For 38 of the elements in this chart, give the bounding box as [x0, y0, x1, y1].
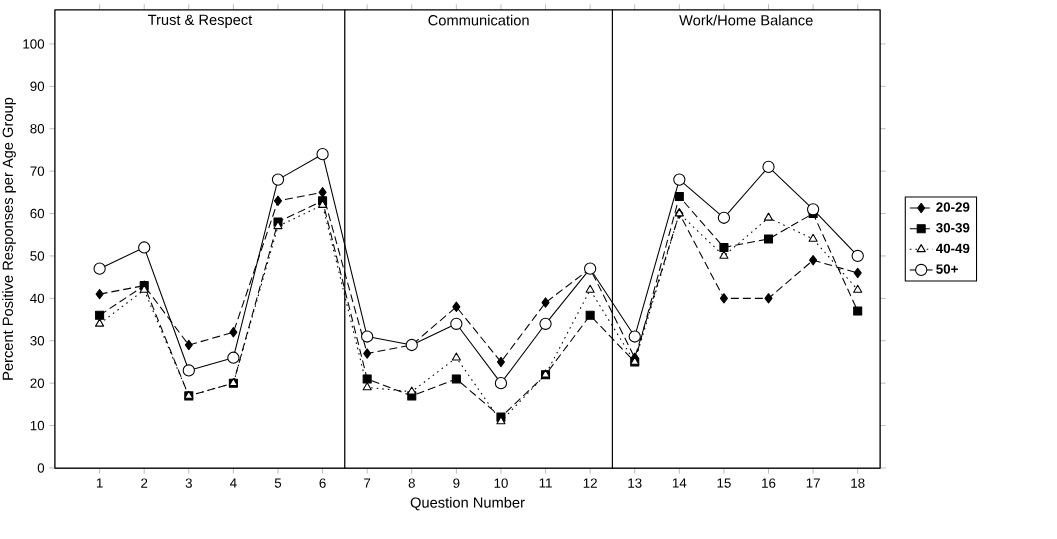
- x-tick-label: 14: [672, 478, 687, 488]
- legend-label: 30-39: [936, 223, 970, 233]
- x-tick-label: 4: [229, 478, 237, 488]
- x-tick-label: 15: [717, 478, 731, 488]
- band-label: Work/Home Balance: [679, 14, 813, 26]
- x-tick-label: 10: [494, 478, 508, 488]
- x-tick-label: 18: [851, 478, 865, 488]
- legend-label: 50+: [936, 264, 958, 274]
- x-tick-label: 7: [364, 478, 371, 488]
- x-tick-label: 12: [583, 478, 597, 488]
- legend-label: 40-49: [935, 243, 970, 254]
- x-tick-label: 1: [96, 478, 103, 488]
- y-tick-label: 10: [30, 420, 45, 431]
- y-tick-label: 20: [30, 378, 45, 388]
- y-tick-label: 0: [37, 463, 45, 473]
- x-tick-label: 5: [274, 478, 282, 488]
- y-tick-label: 40: [30, 293, 45, 304]
- x-tick-label: 9: [453, 478, 460, 488]
- x-tick-label: 16: [762, 478, 776, 488]
- x-tick-label: 6: [319, 478, 326, 488]
- legend-label: 20-29: [936, 202, 970, 212]
- y-tick-label: 100: [23, 39, 45, 49]
- x-tick-label: 3: [185, 478, 192, 488]
- y-tick-label: 50: [30, 251, 45, 261]
- y-tick-label: 30: [30, 336, 45, 346]
- x-tick-label: 11: [539, 478, 552, 488]
- x-tick-label: 8: [408, 478, 415, 488]
- x-tick-label: 17: [806, 478, 820, 488]
- band-label: Communication: [428, 14, 529, 26]
- band-label: Trust & Respect: [147, 14, 253, 28]
- y-tick-label: 60: [30, 208, 45, 219]
- x-tick-label: 2: [141, 478, 148, 488]
- x-axis-title: Question Number: [410, 496, 525, 511]
- y-tick-label: 90: [30, 81, 45, 92]
- y-tick-label: 70: [30, 166, 45, 176]
- y-axis-title: Percent Positive Responses per Age Group: [2, 97, 16, 380]
- y-tick-label: 80: [30, 124, 45, 134]
- x-tick-label: 13: [628, 478, 642, 488]
